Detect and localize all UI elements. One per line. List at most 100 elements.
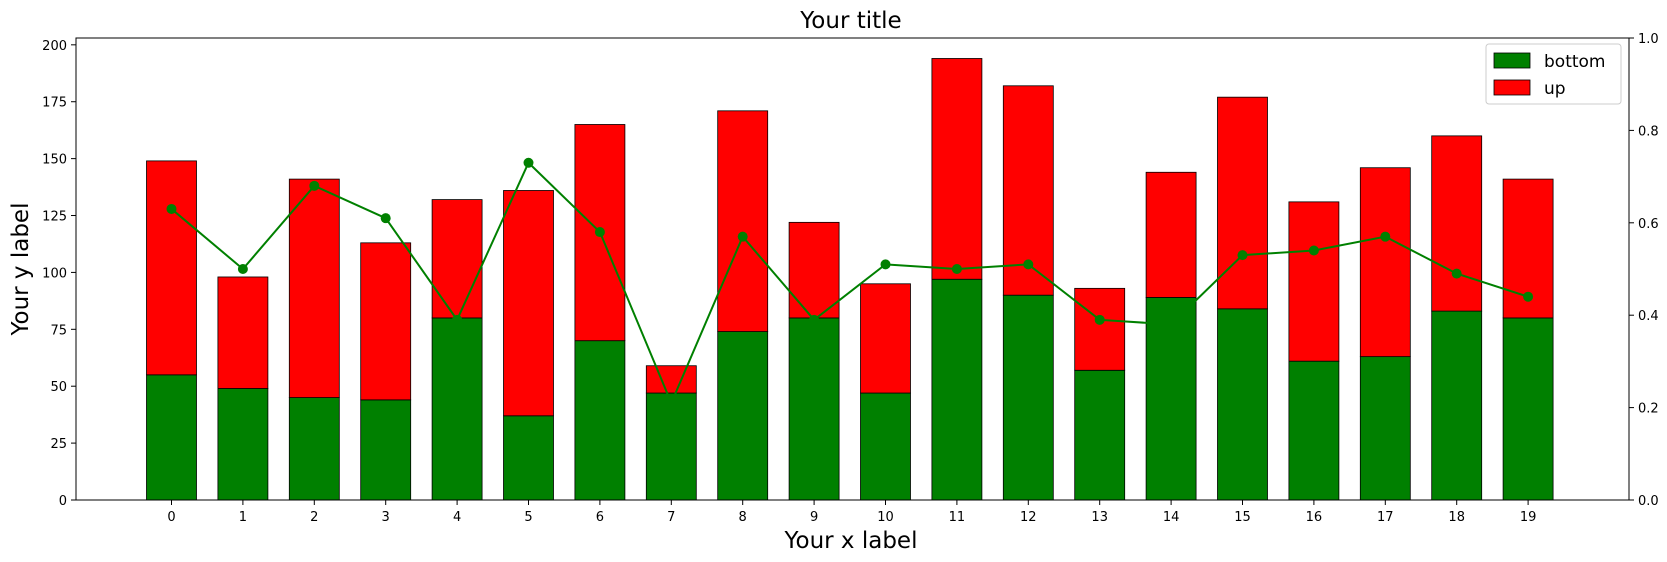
x-tick-label-17: 17 [1377, 510, 1394, 525]
x-tick-label-4: 4 [453, 510, 461, 525]
legend-label-bottom: bottom [1544, 52, 1605, 72]
bar-up-8 [717, 110, 769, 332]
chart-title: Your title [799, 8, 901, 34]
x-tick-label-13: 13 [1091, 510, 1108, 525]
line-point-15 [1237, 250, 1248, 261]
x-tick-label-3: 3 [382, 510, 390, 525]
y2-tick-label-0.6: 0.6 [1638, 217, 1659, 232]
x-tick-label-8: 8 [739, 510, 747, 525]
bar-up-11 [931, 58, 983, 280]
bar-up-0 [146, 160, 197, 376]
y-axis: 0 25 50 75 100 125 150 175 200 [42, 39, 76, 509]
bar-bottom-4 [431, 317, 483, 501]
bar-bottom-7 [645, 392, 697, 501]
y2-tick-label-1.0: 1.0 [1638, 32, 1659, 47]
bar-bottom-10 [860, 392, 911, 501]
bar-up-5 [503, 190, 554, 417]
line-point-3 [380, 213, 391, 224]
bar-up-16 [1288, 201, 1340, 362]
y2-tick-label-0.4: 0.4 [1638, 309, 1659, 324]
bar-bottom-9 [788, 317, 840, 501]
bar-up-3 [360, 242, 412, 401]
x-tick-label-10: 10 [877, 510, 894, 525]
line-point-11 [951, 264, 962, 274]
bar-up-10 [860, 283, 911, 394]
x-tick-label-14: 14 [1163, 510, 1180, 525]
bar-bottom-19 [1502, 317, 1554, 501]
y-tick-label-200: 200 [42, 39, 67, 54]
legend-label-up: up [1544, 79, 1566, 99]
bar-bottom-17 [1359, 356, 1411, 501]
line-point-12 [1023, 259, 1034, 270]
line-point-13 [1094, 314, 1105, 325]
line-point-7 [666, 397, 677, 408]
y2-tick-label-0.0: 0.0 [1638, 494, 1659, 509]
x-tick-label-5: 5 [524, 510, 532, 525]
line-point-18 [1451, 268, 1462, 279]
x-tick-label-12: 12 [1020, 510, 1037, 525]
line-point-0 [166, 203, 177, 214]
x-tick-label-7: 7 [667, 510, 675, 525]
legend-swatch-bottom [1493, 52, 1531, 69]
x-tick-label-18: 18 [1448, 510, 1465, 525]
x-tick-label-15: 15 [1234, 510, 1251, 525]
y-axis-label: Your y label [8, 203, 34, 337]
line-point-2 [309, 180, 320, 191]
x-axis: 0 1 2 3 4 5 6 7 8 9 10 11 12 13 14 15 16 17 18 19 [167, 500, 1536, 525]
bar-up-4 [431, 199, 483, 319]
bar-up-2 [288, 178, 340, 398]
y-tick-label-75: 75 [50, 323, 67, 338]
line-point-9 [809, 314, 820, 325]
y-tick-label-175: 175 [42, 96, 67, 111]
line-series [170, 161, 1529, 406]
plot-frame [75, 37, 1630, 501]
bar-up-7 [645, 365, 697, 394]
bar-bottom-14 [1145, 297, 1197, 501]
x-axis-label: Your x label [784, 528, 918, 554]
line-point-4 [452, 314, 463, 325]
x-tick-label-6: 6 [596, 510, 604, 525]
x-tick-label-16: 16 [1306, 510, 1323, 525]
line-point-6 [594, 227, 605, 238]
line-point-5 [523, 157, 534, 168]
bar-up-9 [788, 221, 840, 319]
bar-bottom-16 [1288, 360, 1340, 501]
line-point-17 [1380, 231, 1391, 242]
bar-up-17 [1359, 167, 1411, 358]
y-tick-label-100: 100 [42, 266, 67, 281]
y-tick-label-25: 25 [50, 437, 67, 452]
y-tick-label-150: 150 [42, 153, 67, 168]
y-tick-label-125: 125 [42, 210, 67, 225]
line-point-10 [880, 259, 891, 270]
bar-bottom-3 [360, 399, 412, 501]
bars-group [146, 58, 1554, 501]
x-tick-label-1: 1 [239, 510, 247, 525]
bar-bottom-8 [717, 331, 769, 501]
line-point-16 [1308, 245, 1319, 256]
bar-bottom-1 [217, 388, 269, 501]
x-tick-label-11: 11 [949, 510, 966, 525]
bar-bottom-2 [288, 397, 340, 501]
bar-bottom-0 [146, 374, 197, 501]
line-point-19 [1523, 291, 1534, 302]
bar-up-13 [1074, 287, 1126, 371]
bar-up-15 [1217, 96, 1268, 310]
bar-bottom-6 [574, 340, 626, 501]
y-tick-label-0: 0 [59, 494, 67, 509]
legend: bottom up [1485, 43, 1622, 105]
bar-bottom-12 [1002, 294, 1054, 501]
legend-swatch-up [1493, 79, 1531, 96]
x-tick-label-2: 2 [310, 510, 318, 525]
bar-bottom-13 [1074, 369, 1126, 501]
line-point-1 [237, 264, 248, 274]
bar-bottom-5 [503, 415, 554, 501]
bar-bottom-15 [1217, 308, 1268, 501]
bar-up-18 [1431, 135, 1483, 312]
x-tick-label-9: 9 [810, 510, 818, 525]
y2-tick-label-0.2: 0.2 [1638, 402, 1659, 417]
line-point-8 [737, 231, 748, 242]
x-tick-label-0: 0 [167, 510, 175, 525]
line-point-14 [1166, 319, 1177, 330]
bar-up-1 [217, 276, 269, 389]
